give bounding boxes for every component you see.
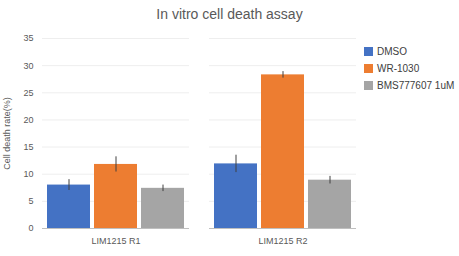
- svg-text:10: 10: [23, 169, 33, 179]
- svg-text:30: 30: [23, 61, 33, 71]
- html-text:DMSO: DMSO: [377, 46, 407, 57]
- svg-text:5: 5: [28, 196, 33, 206]
- html-text:In vitro cell death assay: In vitro cell death assay: [156, 6, 303, 22]
- svg-text:35: 35: [23, 33, 33, 43]
- svg-text:25: 25: [23, 88, 33, 98]
- svg-text:LIM1215 R2: LIM1215 R2: [258, 236, 307, 246]
- svg-text:15: 15: [23, 142, 33, 152]
- svg-text:20: 20: [23, 115, 33, 125]
- svg-text:LIM1215 R1: LIM1215 R1: [91, 236, 140, 246]
- svg-text:Cell death rate(%): Cell death rate(%): [2, 97, 12, 170]
- svg-text:0: 0: [28, 223, 33, 233]
- html-text:WR-1030: WR-1030: [377, 63, 420, 74]
- html-text:BMS777607 1uM: BMS777607 1uM: [377, 80, 455, 91]
